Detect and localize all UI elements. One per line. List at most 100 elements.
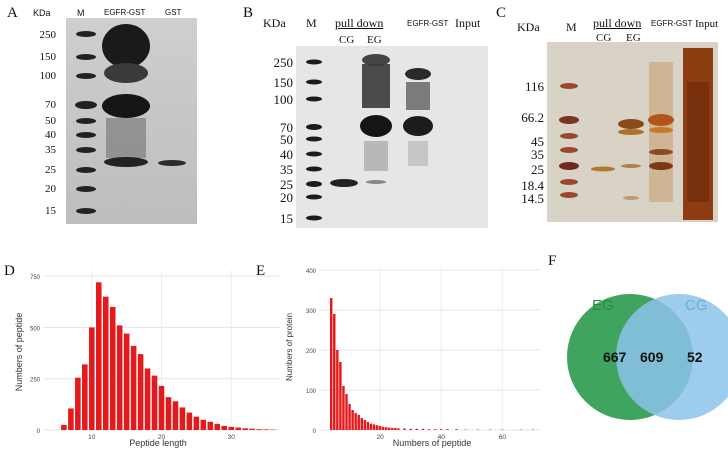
bar — [415, 428, 418, 430]
bar — [221, 425, 228, 430]
bar — [123, 333, 130, 430]
chart-e-bars — [330, 298, 535, 430]
marker-c-116: 116 — [524, 79, 544, 94]
bar — [394, 428, 397, 430]
y-tick-label: 0 — [313, 429, 317, 435]
chart-e-ylabel: Numbers of protein — [285, 313, 294, 381]
bar — [214, 423, 221, 430]
bar — [89, 327, 95, 430]
lane-cg-label-c: CG — [596, 32, 612, 44]
panel-label-a: A — [7, 5, 18, 21]
bar — [440, 429, 443, 430]
lane-m-label-a: M — [77, 8, 85, 18]
bar — [242, 428, 248, 430]
chart-d-xticks: 10 20 30 — [88, 434, 235, 441]
bar — [165, 397, 172, 430]
marker-a-15: 15 — [45, 205, 56, 217]
marker-c-45: 45 — [531, 134, 544, 149]
bar — [228, 426, 234, 430]
bar — [339, 362, 342, 430]
bar — [388, 427, 391, 430]
venn-label-cg: CG — [685, 297, 708, 314]
bar — [336, 350, 339, 430]
bar — [179, 407, 186, 430]
bar — [421, 428, 425, 430]
bar — [130, 345, 137, 430]
bar — [333, 314, 336, 430]
marker-c-14: 14.5 — [521, 191, 544, 206]
chart-e-xlabel: Numbers of peptide — [393, 438, 472, 448]
bar — [354, 413, 357, 430]
marker-a-70: 70 — [45, 99, 56, 111]
bar — [446, 429, 449, 430]
bar — [75, 377, 81, 430]
marker-a-20: 20 — [45, 183, 56, 195]
bar — [397, 428, 400, 430]
lane-gst-label-a: GST — [165, 8, 182, 17]
bar — [200, 419, 207, 430]
bar — [372, 424, 376, 430]
chart-d: 0 250 500 750 10 20 30 Peptide length Numbers… — [14, 270, 280, 448]
lane-input-label-b: Input — [455, 16, 481, 30]
x-tick-label: 10 — [88, 434, 96, 441]
venn-count-eg-only: 667 — [603, 349, 627, 365]
bar — [381, 426, 385, 430]
bar — [348, 404, 351, 430]
panel-label-b: B — [243, 5, 254, 21]
venn-count-overlap: 609 — [640, 349, 664, 365]
chart-d-xlabel: Peptide length — [129, 438, 187, 448]
marker-a-100: 100 — [39, 70, 57, 82]
y-tick-label: 100 — [306, 389, 317, 395]
marker-b-70: 70 — [280, 120, 293, 135]
x-tick-label: 20 — [376, 434, 384, 441]
chart-d-ylabel: Numbers of peptide — [14, 313, 24, 392]
marker-c-25: 25 — [531, 162, 544, 177]
lane-m-label-c: M — [566, 20, 577, 34]
panel-label-e: E — [256, 263, 266, 279]
bar — [360, 418, 363, 430]
pulldown-label-b: pull down — [335, 16, 384, 30]
bar — [95, 282, 102, 430]
venn-circle-cg — [616, 294, 728, 420]
marker-b-20: 20 — [280, 190, 293, 205]
marker-b-250: 250 — [273, 55, 294, 70]
bar — [137, 354, 144, 430]
bar — [375, 425, 379, 430]
bar — [61, 424, 67, 430]
marker-a-40: 40 — [45, 129, 56, 141]
bar — [109, 306, 116, 430]
lane-m-label-b: M — [306, 16, 317, 30]
panel-label-c: C — [496, 5, 507, 21]
lane-egfr-label-c: EGFR-GST — [651, 19, 693, 28]
marker-c-18: 18.4 — [521, 178, 544, 193]
marker-b-40: 40 — [280, 147, 293, 162]
bar — [256, 429, 262, 430]
bar — [207, 421, 214, 430]
x-tick-label: 20 — [158, 434, 166, 441]
panel-c: KDa M pull down EGFR-GST Input CG EG — [490, 0, 728, 230]
bar — [342, 386, 345, 430]
bar — [455, 429, 458, 430]
pulldown-label-c: pull down — [593, 16, 642, 30]
lane-egfr-label-b: EGFR-GST — [407, 19, 449, 28]
marker-a-35: 35 — [45, 144, 56, 156]
bar — [144, 368, 151, 430]
bar — [366, 422, 370, 430]
y-tick-label: 300 — [306, 309, 317, 315]
panel-label-d: D — [4, 263, 15, 279]
y-tick-label: 200 — [306, 349, 317, 355]
kda-label-c: KDa — [517, 20, 540, 34]
bar — [378, 426, 382, 430]
marker-b-50: 50 — [280, 132, 293, 147]
marker-c-66: 66.2 — [521, 110, 544, 125]
venn-label-eg: EG — [592, 297, 614, 314]
panel-a: KDa M EGFR-GST GST — [0, 0, 240, 230]
venn-count-cg-only: 52 — [687, 349, 703, 365]
panel-label-f: F — [548, 253, 557, 269]
marker-b-25: 25 — [280, 177, 293, 192]
blot-a-image — [66, 18, 197, 224]
marker-a-25: 25 — [45, 164, 56, 176]
kda-label-a: KDa — [33, 8, 51, 18]
lane-input-label-c: Input — [695, 18, 719, 30]
panel-b: KDa M pull down EGFR-GST Input CG EG — [240, 0, 490, 230]
